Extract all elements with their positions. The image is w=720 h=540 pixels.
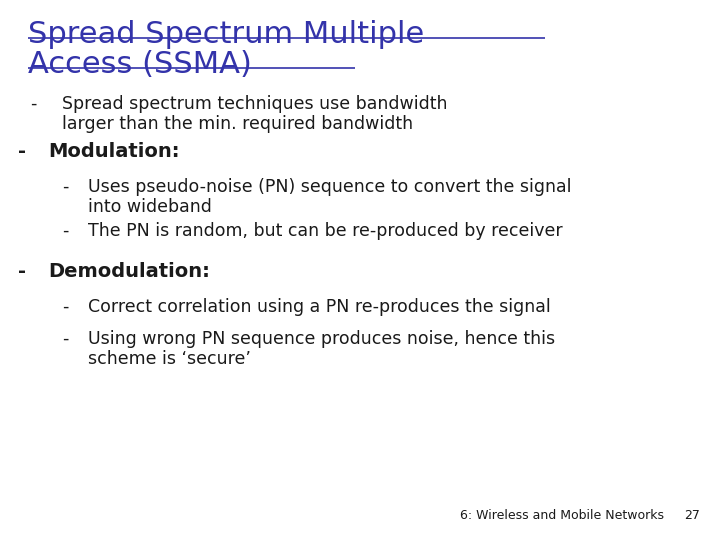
Text: -: - — [62, 222, 68, 240]
Text: Using wrong PN sequence produces noise, hence this: Using wrong PN sequence produces noise, … — [88, 330, 555, 348]
Text: Modulation:: Modulation: — [48, 142, 179, 161]
Text: scheme is ‘secure’: scheme is ‘secure’ — [88, 350, 251, 368]
Text: -: - — [62, 178, 68, 196]
Text: -: - — [30, 95, 37, 113]
Text: Correct correlation using a PN re-produces the signal: Correct correlation using a PN re-produc… — [88, 298, 551, 316]
Text: 27: 27 — [684, 509, 700, 522]
Text: Demodulation:: Demodulation: — [48, 262, 210, 281]
Text: -: - — [18, 262, 26, 281]
Text: -: - — [18, 142, 26, 161]
Text: Spread spectrum techniques use bandwidth: Spread spectrum techniques use bandwidth — [62, 95, 448, 113]
Text: 6: Wireless and Mobile Networks: 6: Wireless and Mobile Networks — [460, 509, 664, 522]
Text: -: - — [62, 330, 68, 348]
Text: larger than the min. required bandwidth: larger than the min. required bandwidth — [62, 115, 413, 133]
Text: -: - — [62, 298, 68, 316]
Text: The PN is random, but can be re-produced by receiver: The PN is random, but can be re-produced… — [88, 222, 562, 240]
Text: Access (SSMA): Access (SSMA) — [28, 50, 252, 79]
Text: Spread Spectrum Multiple: Spread Spectrum Multiple — [28, 20, 424, 49]
Text: into wideband: into wideband — [88, 198, 212, 216]
Text: Uses pseudo-noise (PN) sequence to convert the signal: Uses pseudo-noise (PN) sequence to conve… — [88, 178, 572, 196]
